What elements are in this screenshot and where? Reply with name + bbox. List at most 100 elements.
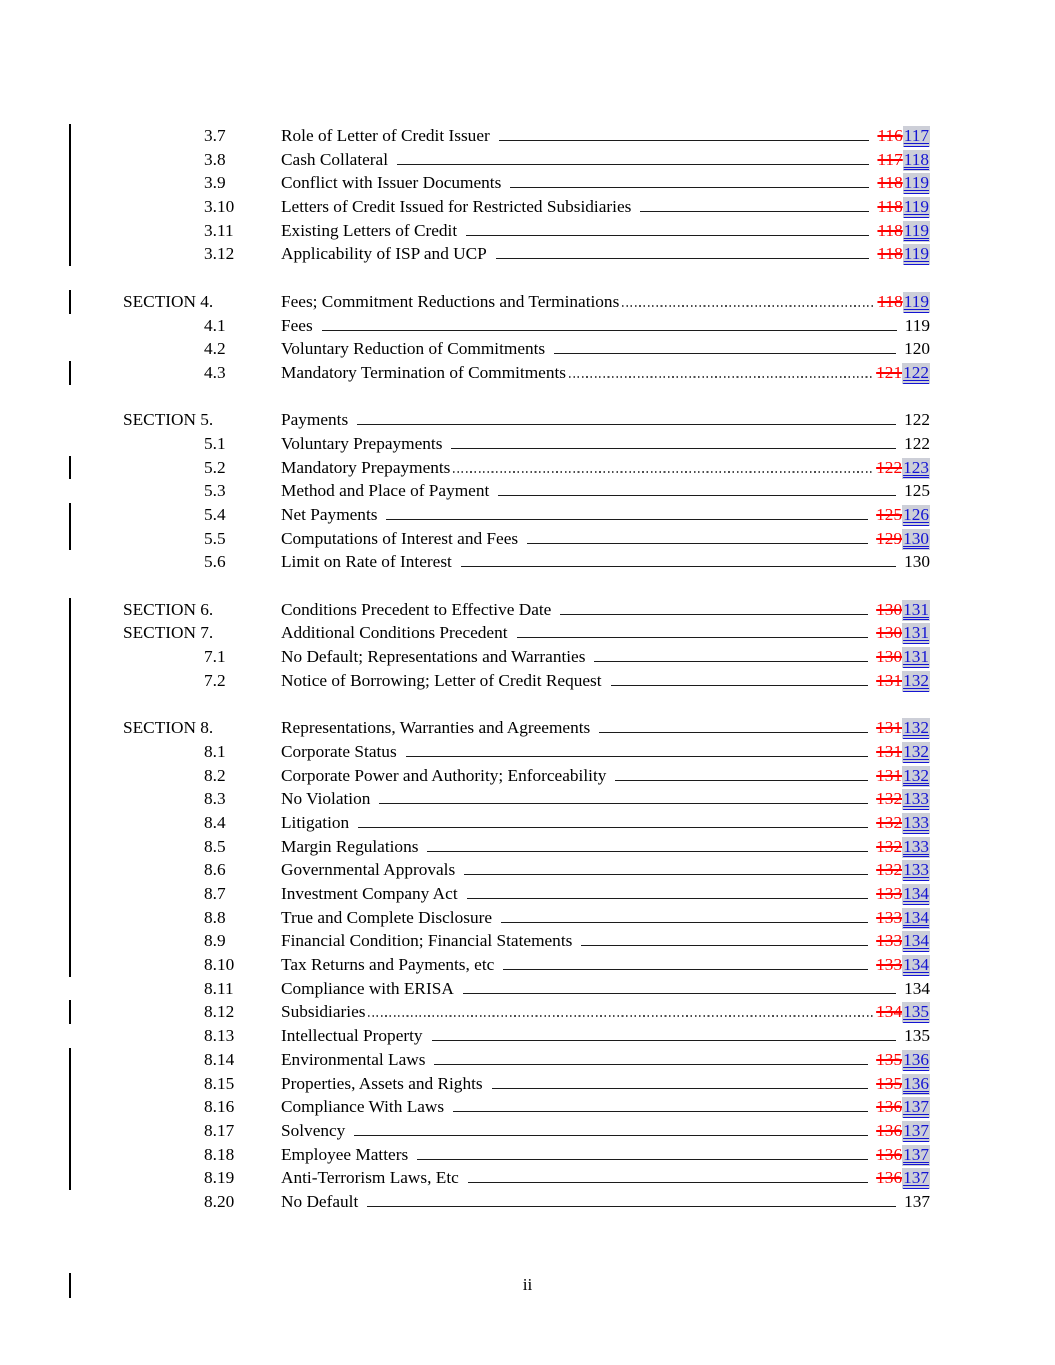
inserted-page-number: 132 bbox=[902, 718, 930, 740]
entry-title: Applicability of ISP and UCP bbox=[281, 244, 487, 264]
tab-leader bbox=[464, 874, 869, 876]
inserted-page-number: 137 bbox=[902, 1168, 930, 1190]
toc-entry[interactable]: 8.14 Environmental Laws 135136 bbox=[69, 1047, 930, 1072]
change-bar bbox=[69, 668, 71, 693]
toc-entry[interactable]: 8.1 Corporate Status 131132 bbox=[69, 739, 930, 764]
entry-number: 8.7 bbox=[204, 884, 226, 903]
toc-entry[interactable]: SECTION 8. Representations, Warranties an… bbox=[69, 716, 930, 740]
toc-entry[interactable]: 8.12 Subsidiaries 134135 bbox=[69, 1000, 930, 1025]
toc-entry[interactable]: 3.11 Existing Letters of Credit 118119 bbox=[69, 218, 930, 243]
change-bar bbox=[69, 147, 71, 172]
tab-leader bbox=[599, 732, 869, 734]
entry-title: Anti-Terrorism Laws, Etc bbox=[281, 1168, 459, 1188]
change-bar bbox=[69, 882, 71, 906]
change-bar bbox=[69, 787, 71, 811]
toc-entry[interactable]: 8.6 Governmental Approvals 132133 bbox=[69, 858, 930, 882]
toc-entry[interactable]: 3.9 Conflict with Issuer Documents 118119 bbox=[69, 171, 930, 196]
entry-title: Mandatory Termination of Commitments bbox=[281, 362, 567, 382]
tab-leader bbox=[560, 613, 869, 615]
toc-entry[interactable]: 5.1 Voluntary Prepayments 122 bbox=[123, 432, 930, 456]
toc-entry[interactable]: 5.3 Method and Place of Payment 125 bbox=[123, 479, 930, 503]
tab-leader bbox=[321, 329, 897, 331]
entry-number: 8.14 bbox=[204, 1049, 235, 1069]
page-number: 137 bbox=[904, 1191, 930, 1211]
toc-entry[interactable]: 3.10 Letters of Credit Issued for Restric… bbox=[69, 195, 930, 219]
inserted-page-number: 123 bbox=[902, 457, 930, 479]
entry-title: Computations of Interest and Fees bbox=[281, 528, 519, 548]
toc-entry[interactable]: 7.1 No Default; Representations and Warra… bbox=[69, 645, 930, 669]
tab-leader bbox=[462, 992, 897, 994]
toc-entry[interactable]: 8.4 Litigation 132133 bbox=[69, 810, 930, 835]
entry-page-numbers: 122123 bbox=[876, 456, 930, 480]
tab-leader bbox=[467, 1182, 869, 1184]
entry-number: 5.3 bbox=[204, 481, 226, 501]
entry-page-numbers: 132133 bbox=[876, 787, 930, 811]
tab-leader bbox=[491, 1087, 869, 1089]
deleted-page-number: 136 bbox=[876, 1168, 903, 1188]
toc-entry[interactable]: 8.19 Anti-Terrorism Laws, Etc 136137 bbox=[69, 1166, 930, 1190]
toc-entry[interactable]: 8.2 Corporate Power and Authority; Enforc… bbox=[69, 763, 930, 788]
toc-entry[interactable]: SECTION 6. Conditions Precedent to Effect… bbox=[69, 597, 930, 622]
toc-entry[interactable]: 5.4 Net Payments 125126 bbox=[69, 503, 930, 527]
toc-entry[interactable]: 8.18 Employee Matters 136137 bbox=[69, 1142, 930, 1167]
change-bar bbox=[69, 716, 71, 740]
entry-title: Voluntary Prepayments bbox=[281, 433, 443, 453]
entry-page-numbers: 122 bbox=[904, 408, 930, 432]
toc-entry[interactable]: 3.12 Applicability of ISP and UCP 118119 bbox=[69, 242, 930, 267]
toc-entry[interactable]: 8.17 Solvency 136137 bbox=[69, 1118, 930, 1143]
tab-leader bbox=[498, 140, 870, 141]
entry-page-numbers: 131132 bbox=[876, 764, 930, 788]
tab-leader bbox=[554, 353, 897, 355]
toc-entry[interactable]: 4.2 Voluntary Reduction of Commitments 120 bbox=[123, 337, 930, 361]
entry-number: SECTION 6. bbox=[123, 599, 214, 619]
entry-number: 8.1 bbox=[204, 741, 226, 761]
inserted-page-number: 119 bbox=[902, 220, 930, 242]
toc-entry[interactable]: 8.15 Properties, Assets and Rights 135136 bbox=[69, 1071, 930, 1096]
toc-entry[interactable]: 8.11 Compliance with ERISA 134 bbox=[123, 977, 930, 1001]
toc-entry[interactable]: 4.1 Fees 119 bbox=[123, 314, 930, 338]
change-bar bbox=[69, 1142, 71, 1167]
toc-entry[interactable]: 8.20 No Default 137 bbox=[123, 1190, 930, 1214]
toc-entry[interactable]: 8.7 Investment Company Act 133134 bbox=[69, 882, 930, 906]
toc-entry[interactable]: 8.9 Financial Condition; Financial Statem… bbox=[69, 929, 930, 954]
entry-number: 3.8 bbox=[204, 149, 226, 169]
deleted-page-number: 118 bbox=[877, 244, 903, 264]
toc-entry[interactable]: SECTION 5. Payments 122 bbox=[123, 408, 930, 432]
toc-entry[interactable]: 3.7 Role of Letter of Credit Issuer 116117 bbox=[69, 124, 930, 148]
toc-entry[interactable]: 8.16 Compliance With Laws 136137 bbox=[69, 1095, 930, 1119]
toc-entry[interactable]: 4.3 Mandatory Termination of Commitments 1… bbox=[69, 360, 930, 385]
inserted-page-number: 136 bbox=[902, 1073, 930, 1095]
toc-entry[interactable]: 5.5 Computations of Interest and Fees 1291… bbox=[69, 526, 930, 551]
entry-page-numbers: 118119 bbox=[877, 195, 930, 219]
toc-entry[interactable]: SECTION 7. Additional Conditions Preceden… bbox=[69, 621, 930, 646]
entry-title: Payments bbox=[281, 410, 349, 430]
toc-entry[interactable]: 5.2 Mandatory Prepayments 122123 bbox=[69, 455, 930, 480]
toc-entry[interactable]: 3.8 Cash Collateral 117118 bbox=[69, 147, 930, 172]
tab-leader bbox=[495, 258, 870, 260]
entry-number: 8.20 bbox=[204, 1191, 235, 1211]
entry-title: Employee Matters bbox=[281, 1144, 409, 1164]
toc-entry[interactable]: 8.5 Margin Regulations 132133 bbox=[69, 834, 930, 859]
entry-number: 4.1 bbox=[204, 315, 226, 335]
inserted-page-number: 119 bbox=[902, 244, 930, 266]
entry-number: 8.17 bbox=[204, 1120, 235, 1140]
toc-entry[interactable]: 8.8 True and Complete Disclosure 133134 bbox=[69, 905, 930, 930]
toc-entry[interactable]: 8.13 Intellectual Property 135 bbox=[123, 1024, 930, 1048]
toc-entry[interactable]: 8.3 No Violation 132133 bbox=[69, 787, 930, 811]
tab-leader bbox=[501, 921, 869, 923]
entry-title: Notice of Borrowing; Letter of Credit Re… bbox=[281, 670, 602, 690]
entry-number: 3.12 bbox=[204, 244, 235, 264]
tab-leader bbox=[460, 566, 897, 568]
entry-page-numbers: 137 bbox=[904, 1190, 930, 1214]
entry-title: No Default; Representations and Warranti… bbox=[281, 647, 586, 667]
toc-entry[interactable]: 7.2 Notice of Borrowing; Letter of Credit… bbox=[69, 668, 930, 693]
toc-entry[interactable]: 8.10 Tax Returns and Payments, etc 133134 bbox=[69, 953, 930, 977]
toc-entry[interactable]: 5.6 Limit on Rate of Interest 130 bbox=[123, 550, 930, 574]
inserted-page-number: 131 bbox=[902, 647, 930, 669]
entry-page-numbers: 129130 bbox=[876, 527, 930, 551]
tab-leader bbox=[368, 1015, 874, 1018]
inserted-page-number: 130 bbox=[902, 528, 930, 550]
deleted-page-number: 118 bbox=[877, 220, 903, 240]
toc-entry[interactable]: SECTION 4. Fees; Commitment Reductions an… bbox=[69, 289, 930, 314]
tab-leader bbox=[417, 1158, 869, 1160]
